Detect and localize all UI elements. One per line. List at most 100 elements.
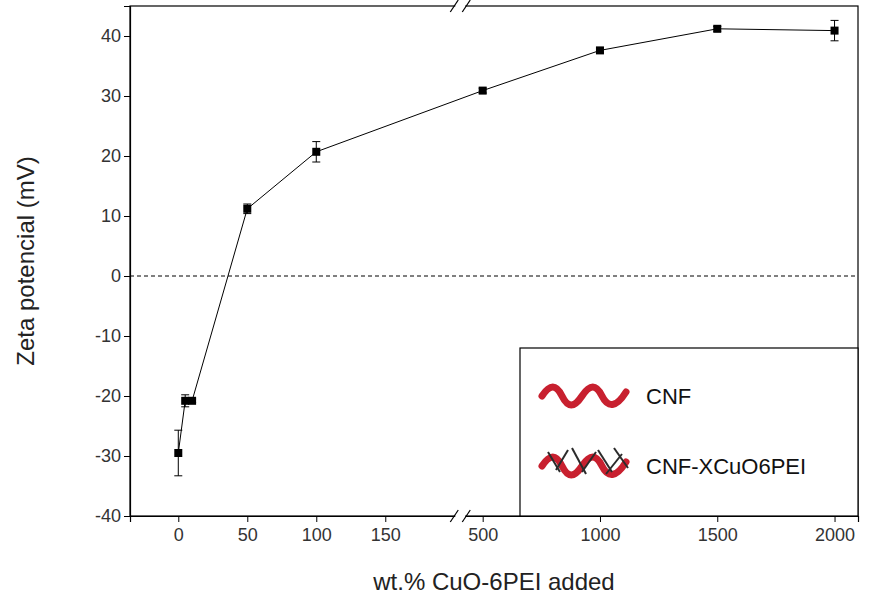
y-tick-mark: [124, 156, 130, 157]
error-bar-cap: [243, 213, 251, 214]
y-tick: -30: [95, 446, 130, 466]
error-bar: [312, 142, 320, 162]
y-tick-label: -10: [95, 326, 121, 346]
x-axis-title: wt.% CuO-6PEI added: [372, 568, 614, 595]
error-bar-cap: [312, 162, 320, 163]
x-tick-mark: [247, 516, 248, 522]
x-tick-mark: [600, 516, 601, 522]
legend-item: CNF: [542, 384, 691, 409]
x-tick-mark: [483, 516, 484, 522]
x-tick-label: 2000: [815, 525, 855, 545]
legend-label: CNF: [646, 384, 691, 409]
data-point: [713, 25, 721, 33]
x-axis-line: [131, 517, 859, 523]
x-tick-label: 1500: [698, 525, 738, 545]
x-tick: 1000: [580, 516, 620, 545]
y-axis-title: Zeta potencial (mV): [12, 156, 39, 365]
axis-break-gap: [455, 3, 465, 9]
y-tick-mark: [124, 396, 130, 397]
error-bar-cap: [181, 394, 189, 395]
x-tick-label: 100: [302, 525, 332, 545]
y-tick-label: 10: [101, 206, 121, 226]
y-tick: 0: [111, 266, 130, 286]
data-point: [188, 397, 196, 405]
zero-line: [130, 276, 858, 277]
legend-icon-strand: [614, 448, 628, 468]
y-tick-mark: [124, 96, 130, 97]
data-point: [243, 205, 251, 213]
error-bar: [831, 20, 839, 40]
error-bar-cap: [181, 406, 189, 407]
y-tick-label: 20: [101, 146, 121, 166]
x-tick: 1500: [698, 516, 738, 545]
legend-icon: [542, 387, 626, 405]
y-tick: 10: [101, 206, 130, 226]
axis-break-mark: [450, 510, 458, 522]
legend-item: CNF-XCuO6PEI: [542, 448, 806, 479]
error-bar-cap: [174, 430, 182, 431]
y-tick-label: -20: [95, 386, 121, 406]
axis-break-mark: [450, 0, 458, 12]
legend-icon-strand: [548, 452, 560, 472]
error-bar: [181, 395, 189, 407]
y-tick-mark: [124, 216, 130, 217]
plot-frame: [130, 6, 858, 516]
error-bar: [243, 204, 251, 214]
x-tick-label: 50: [238, 525, 258, 545]
legend: CNF CNF-XCuO6PEI: [520, 348, 858, 516]
y-tick-mark: [124, 36, 130, 37]
y-tick: -40: [95, 506, 130, 526]
y-tick-mark: [124, 276, 130, 277]
legend-label: CNF-XCuO6PEI: [646, 454, 806, 479]
y-tick-label: 30: [101, 86, 121, 106]
legend-box: [520, 348, 858, 516]
chart: 0 50 100 150 500 1000 1500 2000 -40 -30 -20 -10 0 10 2…: [0, 0, 882, 604]
error-bar-cap: [831, 20, 839, 21]
x-axis: 0 50 100 150 500 1000 1500 2000: [131, 516, 859, 545]
error-bar-cap: [243, 204, 251, 205]
y-axis-line: [124, 7, 131, 517]
legend-icon-strand: [556, 450, 568, 470]
x-tick-label: 1000: [580, 525, 620, 545]
y-tick-label: -30: [95, 446, 121, 466]
y-tick-label: -40: [95, 506, 121, 526]
y-tick: 40: [101, 26, 130, 46]
x-tick: 100: [302, 516, 332, 545]
x-tick-label: 150: [371, 525, 401, 545]
data-point: [181, 397, 189, 405]
y-axis: -40 -30 -20 -10 0 10 20 30 40: [95, 7, 131, 527]
x-tick-mark: [178, 516, 179, 522]
error-bar-cap: [312, 141, 320, 142]
x-tick: 500: [468, 516, 498, 545]
axis-break-mark: [462, 0, 470, 12]
data-point: [596, 46, 604, 54]
data-point: [479, 87, 487, 95]
x-tick-label: 500: [468, 525, 498, 545]
y-tick-label: 40: [101, 26, 121, 46]
y-tick-mark: [124, 336, 130, 337]
x-tick-mark: [835, 516, 836, 522]
x-tick-label: 0: [174, 525, 184, 545]
data-point: [174, 449, 182, 457]
error-bar-cap: [831, 40, 839, 41]
error-bar: [174, 430, 182, 476]
axis-break-gap: [455, 513, 465, 519]
error-bar-cap: [174, 475, 182, 476]
legend-icon-decoration: [548, 448, 628, 474]
y-tick: -10: [95, 326, 130, 346]
legend-icon-strand: [582, 452, 596, 472]
data-point: [312, 148, 320, 156]
x-tick-mark: [316, 516, 317, 522]
y-tick: -20: [95, 386, 130, 406]
y-tick: 20: [101, 146, 130, 166]
x-tick: 0: [174, 516, 184, 545]
x-tick: 2000: [815, 516, 855, 545]
y-tick: 30: [101, 86, 130, 106]
x-tick: 150: [371, 516, 401, 545]
axis-break-mark: [462, 510, 470, 522]
x-tick-mark: [717, 516, 718, 522]
x-tick-mark: [385, 516, 386, 522]
x-tick: 50: [238, 516, 258, 545]
data-point: [831, 27, 839, 35]
y-tick-mark: [124, 516, 130, 517]
